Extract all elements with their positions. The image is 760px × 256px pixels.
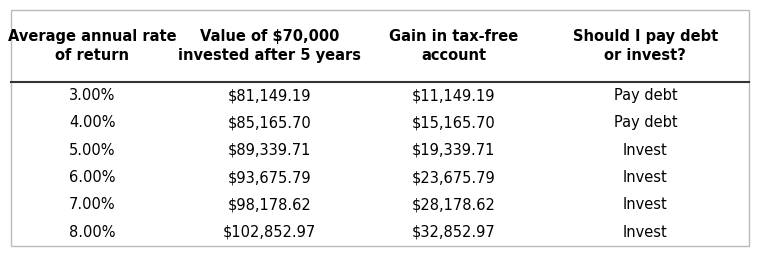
Text: 7.00%: 7.00%: [69, 197, 116, 212]
Text: Pay debt: Pay debt: [613, 88, 677, 103]
Text: Invest: Invest: [623, 197, 668, 212]
Text: Gain in tax-free
account: Gain in tax-free account: [389, 29, 518, 63]
Text: 8.00%: 8.00%: [69, 225, 116, 240]
Text: Average annual rate
of return: Average annual rate of return: [8, 29, 177, 63]
Text: $93,675.79: $93,675.79: [227, 170, 312, 185]
Text: Invest: Invest: [623, 225, 668, 240]
Text: $19,339.71: $19,339.71: [412, 143, 496, 158]
Text: 5.00%: 5.00%: [69, 143, 116, 158]
Text: Invest: Invest: [623, 170, 668, 185]
Text: Invest: Invest: [623, 143, 668, 158]
Text: 4.00%: 4.00%: [69, 115, 116, 131]
Text: $89,339.71: $89,339.71: [228, 143, 311, 158]
Text: $23,675.79: $23,675.79: [412, 170, 496, 185]
Text: 6.00%: 6.00%: [69, 170, 116, 185]
Text: $81,149.19: $81,149.19: [228, 88, 311, 103]
Text: $11,149.19: $11,149.19: [412, 88, 496, 103]
Text: Pay debt: Pay debt: [613, 115, 677, 131]
Text: 3.00%: 3.00%: [69, 88, 116, 103]
Text: $32,852.97: $32,852.97: [412, 225, 496, 240]
Text: Value of $70,000
invested after 5 years: Value of $70,000 invested after 5 years: [178, 29, 361, 63]
Text: $28,178.62: $28,178.62: [412, 197, 496, 212]
Text: $15,165.70: $15,165.70: [412, 115, 496, 131]
Text: $102,852.97: $102,852.97: [223, 225, 316, 240]
Text: Should I pay debt
or invest?: Should I pay debt or invest?: [573, 29, 718, 63]
Text: $98,178.62: $98,178.62: [227, 197, 312, 212]
Text: $85,165.70: $85,165.70: [227, 115, 312, 131]
